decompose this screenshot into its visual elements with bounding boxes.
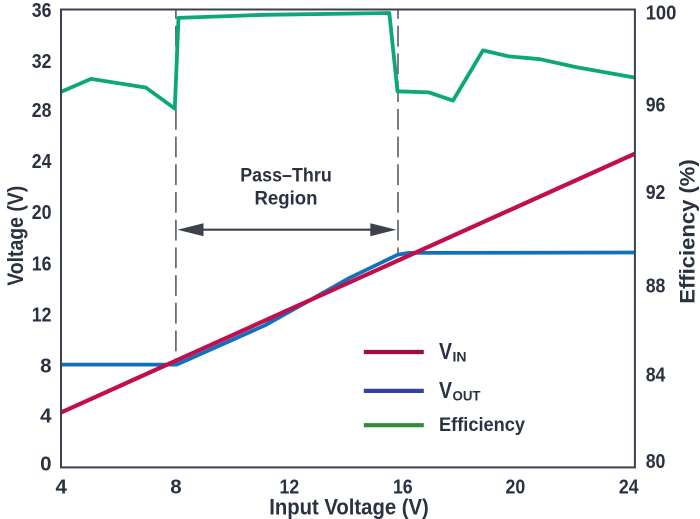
svg-text:88: 88 bbox=[646, 275, 666, 298]
svg-text:V: V bbox=[439, 338, 453, 364]
svg-text:4: 4 bbox=[55, 476, 67, 499]
svg-text:32: 32 bbox=[32, 50, 52, 73]
svg-text:24: 24 bbox=[619, 476, 639, 499]
svg-text:16: 16 bbox=[32, 252, 52, 275]
svg-text:V: V bbox=[439, 377, 453, 403]
svg-text:24: 24 bbox=[32, 150, 52, 173]
svg-text:20: 20 bbox=[506, 476, 526, 499]
svg-text:96: 96 bbox=[646, 94, 666, 117]
svg-text:20: 20 bbox=[32, 201, 52, 224]
svg-text:IN: IN bbox=[453, 349, 467, 365]
svg-text:80: 80 bbox=[646, 450, 666, 473]
svg-text:0: 0 bbox=[40, 453, 51, 476]
svg-text:36: 36 bbox=[32, 0, 52, 22]
svg-text:92: 92 bbox=[646, 181, 666, 204]
svg-text:8: 8 bbox=[40, 355, 51, 378]
svg-text:Input Voltage (V): Input Voltage (V) bbox=[269, 494, 429, 519]
svg-text:Voltage (V): Voltage (V) bbox=[3, 186, 28, 286]
svg-text:Efficiency: Efficiency bbox=[439, 415, 525, 436]
svg-text:Efficiency (%): Efficiency (%) bbox=[675, 159, 699, 304]
svg-text:8: 8 bbox=[170, 476, 181, 499]
svg-text:4: 4 bbox=[40, 404, 52, 427]
svg-text:Pass–Thru: Pass–Thru bbox=[240, 165, 332, 186]
svg-text:84: 84 bbox=[646, 364, 666, 387]
svg-text:16: 16 bbox=[393, 476, 413, 499]
svg-text:12: 12 bbox=[280, 476, 300, 499]
svg-text:12: 12 bbox=[32, 304, 52, 327]
svg-text:100: 100 bbox=[646, 2, 677, 25]
svg-text:Region: Region bbox=[255, 188, 318, 209]
svg-text:OUT: OUT bbox=[453, 388, 481, 404]
svg-text:28: 28 bbox=[32, 99, 52, 122]
